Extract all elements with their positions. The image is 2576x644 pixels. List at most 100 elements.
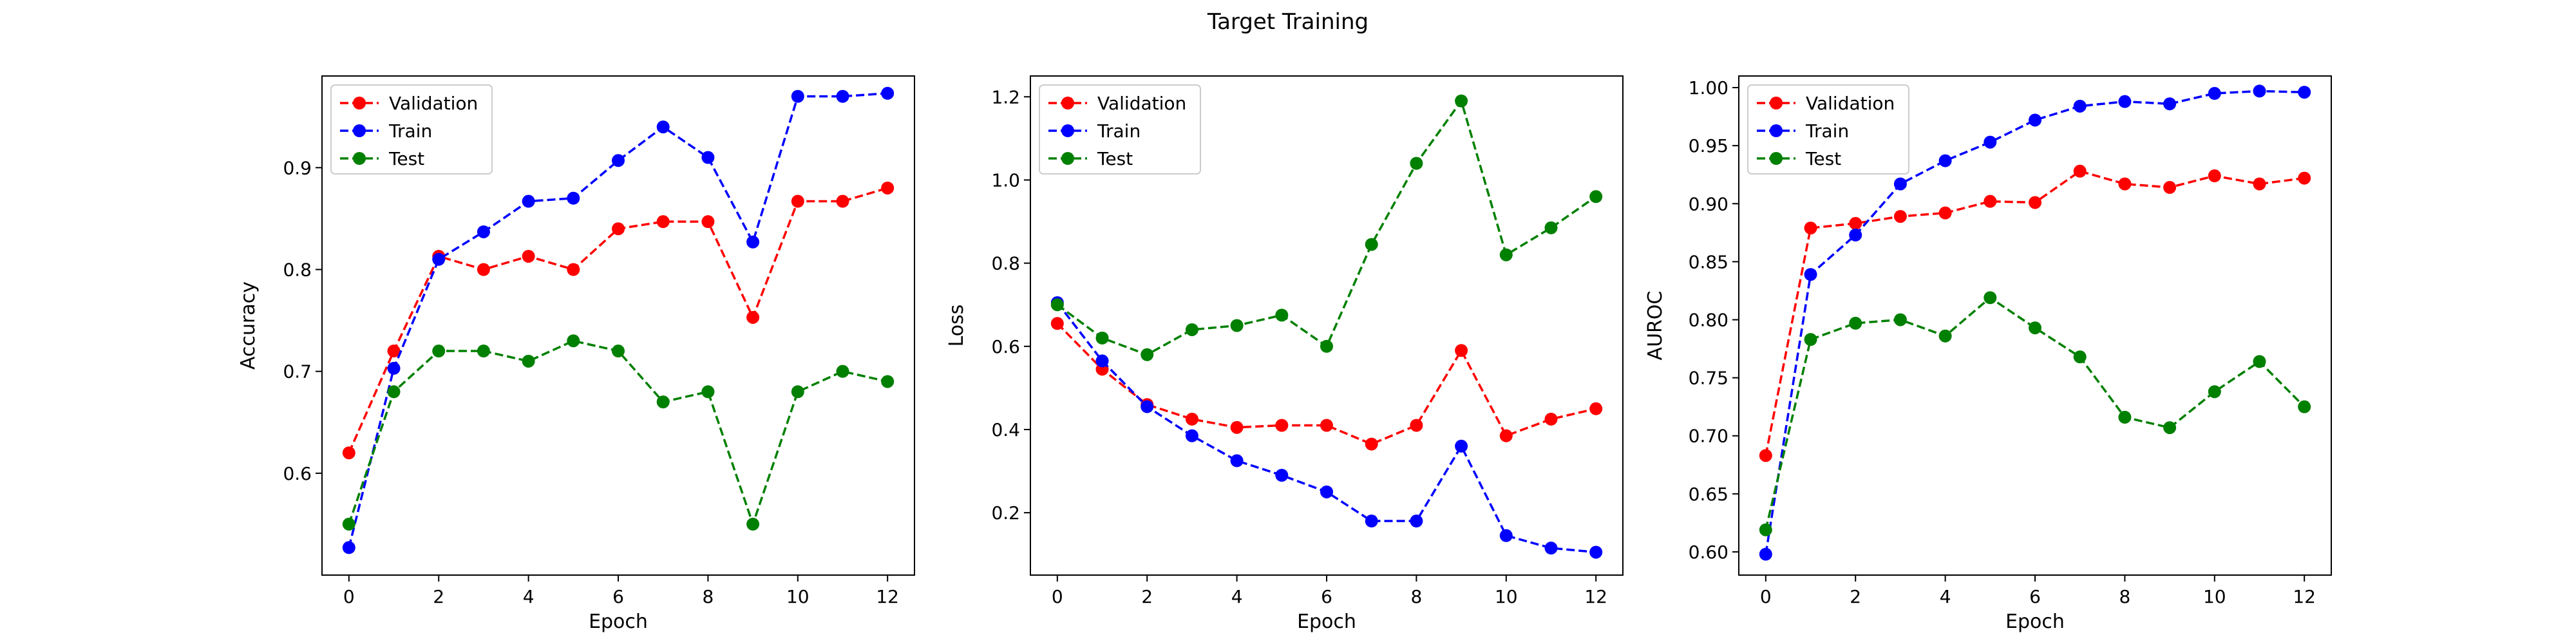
data-point-train-1 (387, 361, 401, 375)
y-axis-label: Accuracy (237, 281, 260, 370)
y-tick-label: 0.95 (1689, 135, 1728, 156)
data-point-test-8 (1410, 156, 1423, 170)
y-tick-label: 1.0 (991, 169, 1020, 191)
legend-box (330, 84, 493, 175)
data-point-train-2 (1141, 400, 1154, 413)
data-point-validation-6 (612, 222, 625, 236)
chart-1: 0 2 4 6 8 10 12 0.2 0.4 0.6 0.8 1.0 1.2 Epoch Loss Vali… (945, 75, 1624, 633)
data-point-validation-7 (656, 215, 670, 229)
x-tick-label: 0 (1052, 586, 1063, 607)
data-point-validation-12 (881, 181, 895, 194)
data-point-test-5 (1275, 308, 1289, 322)
x-tick-label: 10 (786, 586, 810, 607)
data-point-train-0 (1759, 547, 1772, 561)
chart-2: 0 2 4 6 8 10 12 0.60 0.65 0.70 0.75 0.80 0.85 0.90 0.9… (1644, 75, 2332, 633)
x-tick-label: 10 (1495, 586, 1518, 607)
data-point-test-6 (612, 345, 625, 358)
data-point-test-12 (1589, 190, 1603, 204)
legend-marker-test (353, 152, 366, 165)
legend-label-validation: Validation (1806, 93, 1895, 114)
data-point-validation-0 (342, 446, 355, 460)
data-point-test-7 (2073, 350, 2087, 364)
data-point-train-6 (1320, 485, 1333, 498)
figure-title: Target Training (1207, 9, 1368, 35)
data-point-train-12 (1589, 545, 1603, 559)
data-point-train-11 (1544, 542, 1558, 555)
data-point-train-10 (1499, 529, 1513, 542)
x-axis-label: Epoch (1297, 611, 1356, 633)
y-tick-label: 0.2 (991, 502, 1020, 524)
data-point-test-9 (2163, 421, 2177, 435)
x-tick-label: 4 (523, 586, 535, 607)
data-point-validation-7 (2073, 164, 2087, 178)
legend-marker-test (1061, 152, 1074, 165)
x-tick-label: 4 (1231, 586, 1243, 607)
data-point-validation-11 (836, 194, 849, 208)
data-point-train-4 (522, 194, 535, 208)
legend-marker-train (1770, 124, 1783, 137)
data-point-validation-8 (701, 215, 715, 229)
y-tick-label: 0.9 (283, 157, 312, 178)
data-point-validation-5 (1275, 419, 1289, 432)
data-point-test-8 (2118, 410, 2132, 424)
data-point-test-0 (342, 517, 355, 531)
data-point-validation-5 (567, 263, 580, 276)
data-point-validation-12 (1589, 402, 1603, 415)
data-point-train-10 (791, 90, 804, 103)
data-point-test-2 (432, 345, 446, 358)
data-point-test-3 (1185, 323, 1198, 336)
data-point-test-9 (746, 517, 760, 531)
data-point-test-4 (522, 354, 535, 368)
legend-label-validation: Validation (389, 93, 478, 114)
y-tick-label: 0.6 (283, 463, 312, 484)
data-point-validation-0 (1759, 449, 1772, 462)
data-point-test-12 (2298, 400, 2311, 413)
data-point-train-11 (2253, 84, 2266, 98)
data-point-validation-3 (477, 263, 490, 276)
x-tick-label: 2 (1850, 586, 1861, 607)
data-point-test-6 (2029, 321, 2041, 335)
data-point-test-1 (387, 385, 401, 399)
data-point-test-5 (1984, 291, 1997, 305)
x-tick-label: 0 (343, 586, 355, 607)
legend-label-test: Test (388, 148, 424, 169)
y-tick-label: 0.80 (1689, 309, 1728, 330)
data-point-test-11 (2253, 355, 2266, 368)
data-point-test-11 (836, 365, 849, 378)
x-tick-label: 12 (876, 586, 899, 607)
x-tick-label: 6 (2029, 586, 2041, 607)
data-point-train-2 (1849, 228, 1862, 242)
data-point-test-2 (1849, 316, 1862, 330)
data-point-validation-7 (1365, 437, 1378, 451)
data-point-validation-12 (2298, 171, 2311, 185)
x-tick-label: 0 (1760, 586, 1772, 607)
legend-marker-validation (1061, 97, 1074, 109)
data-point-train-8 (1410, 515, 1423, 528)
x-tick-label: 12 (2293, 586, 2316, 607)
legend-label-test: Test (1097, 148, 1133, 169)
y-tick-label: 0.75 (1689, 368, 1728, 389)
y-tick-label: 0.65 (1689, 484, 1728, 505)
data-point-test-7 (656, 395, 670, 409)
data-point-validation-6 (1320, 419, 1333, 432)
data-point-test-11 (1544, 221, 1558, 234)
legend-marker-validation (353, 97, 366, 109)
data-point-test-10 (2208, 385, 2221, 399)
data-point-validation-0 (1050, 317, 1064, 330)
y-tick-label: 0.6 (991, 336, 1020, 357)
data-point-train-5 (1275, 469, 1289, 482)
data-point-train-6 (612, 154, 625, 167)
data-point-validation-3 (1893, 210, 1907, 223)
x-tick-label: 2 (433, 586, 444, 607)
y-tick-label: 0.85 (1689, 251, 1728, 272)
data-point-validation-3 (1185, 412, 1198, 426)
data-point-validation-1 (1804, 222, 1817, 235)
data-point-train-9 (746, 235, 760, 249)
data-point-train-9 (1455, 439, 1468, 453)
data-point-train-2 (432, 252, 446, 266)
y-axis-label: Loss (945, 305, 968, 347)
data-point-validation-1 (387, 345, 401, 358)
data-point-train-8 (2118, 95, 2132, 108)
legend-box (1747, 84, 1909, 175)
data-point-test-9 (1455, 94, 1468, 108)
